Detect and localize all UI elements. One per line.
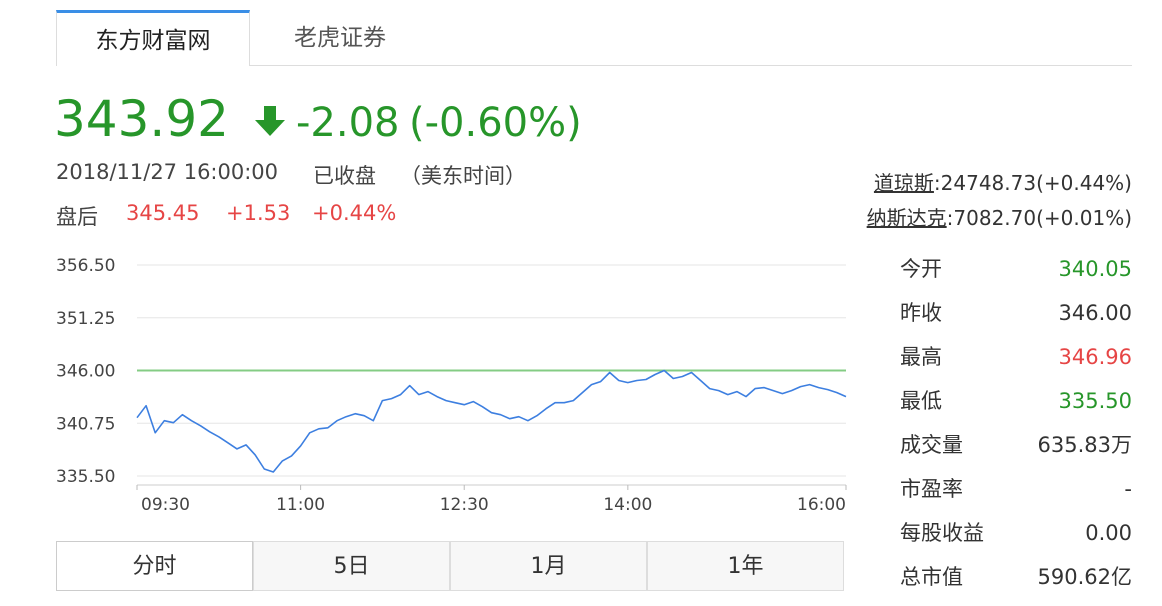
index-link[interactable]: 纳斯达克: [866, 206, 947, 230]
range-tab[interactable]: 5日: [253, 541, 450, 591]
market-index: 道琼斯:24748.73(+0.44%): [874, 170, 1132, 196]
stat-row: 今开 340.05: [900, 247, 1132, 291]
x-tick-label: 09:30: [141, 495, 190, 515]
stat-value: 346.96: [1058, 345, 1132, 369]
price-change: -2.08: [296, 100, 400, 146]
range-tab-active[interactable]: 分时: [56, 541, 253, 591]
stat-row: 最高 346.96: [900, 335, 1132, 379]
market-index: 纳斯达克:7082.70(+0.01%): [867, 205, 1132, 231]
after-hours-change: +1.53: [226, 201, 291, 225]
stat-row: 总市值 590.62亿: [900, 555, 1132, 599]
stat-value: 0.00: [1085, 521, 1132, 545]
stat-row: 最低 335.50: [900, 379, 1132, 423]
index-link[interactable]: 道琼斯: [873, 171, 934, 195]
stat-value: 340.05: [1058, 257, 1132, 281]
stat-label: 成交量: [900, 433, 963, 457]
price-line: [136, 369, 847, 473]
price-change-pct: (-0.60%): [409, 100, 582, 146]
stat-value: 346.00: [1058, 301, 1132, 325]
x-tick-label: 16:00: [797, 495, 846, 515]
after-hours-label: 盘后: [56, 205, 98, 229]
y-tick-label: 346.00: [56, 362, 115, 382]
tab-divider: [56, 65, 1132, 66]
stat-row: 成交量 635.83万: [900, 423, 1132, 467]
stat-value: 335.50: [1058, 389, 1132, 413]
x-tick-label: 11:00: [276, 495, 325, 515]
y-tick-label: 351.25: [56, 309, 115, 329]
stat-label: 最高: [900, 345, 942, 369]
index-value: :24748.73(+0.44%): [933, 171, 1132, 195]
y-tick-label: 335.50: [56, 467, 115, 487]
stat-label: 总市值: [900, 565, 963, 589]
stat-value: 635.83万: [1037, 433, 1132, 457]
stat-label: 市盈率: [900, 477, 963, 501]
stat-label: 今开: [900, 257, 942, 281]
x-tick-label: 12:30: [440, 495, 489, 515]
tab[interactable]: 老虎证券: [294, 25, 386, 51]
stat-value: -: [1124, 477, 1132, 501]
stat-row: 市盈率 -: [900, 467, 1132, 511]
range-tab[interactable]: 1月: [450, 541, 647, 591]
tab-active[interactable]: 东方财富网: [56, 10, 250, 66]
x-tick-label: 14:00: [603, 495, 652, 515]
after-hours-price: 345.45: [126, 201, 200, 225]
price: 343.92: [54, 90, 229, 148]
stat-label: 每股收益: [900, 521, 984, 545]
stat-row: 每股收益 0.00: [900, 511, 1132, 555]
stat-label: 昨收: [900, 301, 942, 325]
after-hours-pct: +0.44%: [312, 201, 397, 225]
price-chart: 356.50 351.25 346.00 340.75 335.50 09:30 11:00…: [56, 256, 847, 515]
quote-time: 2018/11/27 16:00:00: [56, 160, 279, 184]
down-arrow: [255, 106, 285, 136]
timezone: （美东时间）: [400, 164, 526, 188]
y-tick-label: 340.75: [56, 414, 115, 434]
range-tab[interactable]: 1年: [647, 541, 844, 591]
stat-row: 昨收 346.00: [900, 291, 1132, 335]
index-value: :7082.70(+0.01%): [946, 206, 1132, 230]
stat-value: 590.62亿: [1037, 565, 1132, 589]
stat-label: 最低: [900, 389, 942, 413]
y-tick-label: 356.50: [56, 256, 115, 276]
market-status: 已收盘: [313, 164, 376, 188]
